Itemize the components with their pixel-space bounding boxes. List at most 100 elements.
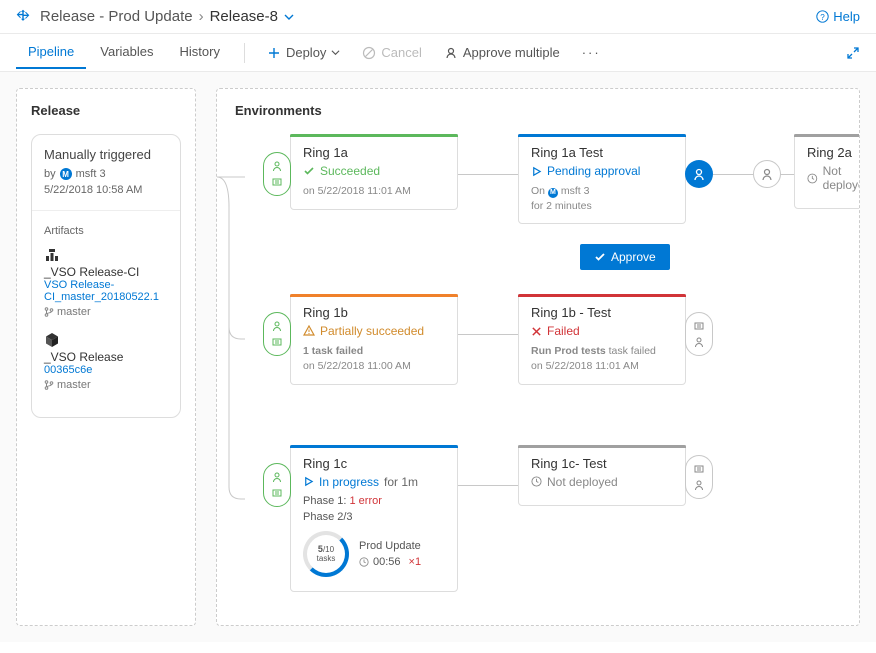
release-section-title: Release bbox=[31, 103, 181, 118]
svg-text:?: ? bbox=[820, 13, 825, 22]
meta-task-name: Run Prod tests bbox=[531, 345, 606, 357]
stage-name: Ring 1b - Test bbox=[531, 305, 673, 320]
post-deploy-badge[interactable] bbox=[685, 455, 713, 499]
stage-topbar bbox=[290, 445, 458, 448]
approver-badge[interactable] bbox=[685, 160, 713, 188]
tab-variables[interactable]: Variables bbox=[88, 36, 165, 69]
play-icon bbox=[303, 476, 314, 487]
pre-deploy-badge[interactable] bbox=[263, 463, 291, 507]
stage-name: Ring 1a Test bbox=[531, 145, 673, 160]
approve-multiple-button[interactable]: Approve multiple bbox=[434, 41, 570, 64]
stage-ring1b[interactable]: Ring 1b Partially succeeded 1 task faile… bbox=[290, 294, 458, 384]
artifact-link[interactable]: VSO Release-CI_master_20180522.1 bbox=[44, 279, 168, 303]
stage-topbar bbox=[518, 294, 686, 297]
environment-rows: Ring 1a Succeeded on 5/22/2018 11:01 AM … bbox=[235, 134, 859, 592]
post-deploy-badge[interactable] bbox=[685, 312, 713, 356]
artifact-item[interactable]: _VSO Release-CI VSO Release-CI_master_20… bbox=[44, 247, 168, 318]
approve-button[interactable]: Approve bbox=[580, 244, 670, 270]
approver-badge[interactable] bbox=[753, 160, 781, 188]
prod-update-row: 5/10 tasks Prod Update 00:56 ×1 bbox=[303, 531, 445, 577]
warning-icon bbox=[303, 325, 315, 337]
artifact-item[interactable]: _VSO Release 00365c6e master bbox=[44, 332, 168, 391]
main-content: Release Manually triggered by M msft 3 5… bbox=[0, 72, 876, 642]
stage-status: In progress for 1m bbox=[303, 475, 445, 489]
progress-unit: tasks bbox=[317, 554, 336, 563]
person-icon bbox=[760, 167, 774, 181]
person-icon bbox=[271, 471, 283, 483]
gate-icon bbox=[271, 336, 283, 348]
stage-status: Not deployed bbox=[531, 475, 673, 489]
progress-total: /10 bbox=[323, 545, 334, 554]
stage-status: Not deployed bbox=[807, 164, 860, 192]
pre-deploy-badge[interactable] bbox=[263, 312, 291, 356]
environments-panel: Environments Ring 1a bbox=[216, 88, 860, 626]
trigger-title: Manually triggered bbox=[44, 147, 168, 162]
connector bbox=[458, 334, 518, 335]
stage-group: Ring 1a Succeeded on 5/22/2018 11:01 AM bbox=[263, 134, 458, 210]
trigger-card[interactable]: Manually triggered by M msft 3 5/22/2018… bbox=[31, 134, 181, 418]
stage-status: Pending approval bbox=[531, 164, 673, 178]
tab-pipeline[interactable]: Pipeline bbox=[16, 36, 86, 69]
environment-row: Ring 1b Partially succeeded 1 task faile… bbox=[263, 294, 859, 384]
stage-ring1a-test[interactable]: Ring 1a Test Pending approval On M msft … bbox=[518, 134, 686, 224]
deploy-button[interactable]: Deploy bbox=[257, 41, 350, 64]
stage-group: Ring 1c- Test Not deployed bbox=[518, 445, 713, 506]
clock-icon bbox=[359, 557, 369, 567]
artifacts-title: Artifacts bbox=[44, 225, 168, 237]
tab-history[interactable]: History bbox=[168, 36, 232, 69]
artifact-name: _VSO Release bbox=[44, 350, 168, 364]
stage-group: Ring 2a Not deployed bbox=[753, 134, 860, 209]
stage-meta: on 5/22/2018 11:01 AM bbox=[303, 184, 445, 199]
stage-meta: Run Prod tests task failed on 5/22/2018 … bbox=[531, 344, 673, 373]
gate-icon bbox=[271, 176, 283, 188]
meta-prefix: On bbox=[531, 185, 545, 197]
breadcrumb-root[interactable]: Release - Prod Update bbox=[40, 8, 193, 25]
meta-task-failed: 1 task failed bbox=[303, 345, 363, 357]
person-icon bbox=[693, 479, 705, 491]
person-icon bbox=[271, 160, 283, 172]
cancel-label: Cancel bbox=[381, 45, 421, 60]
toolbar: Pipeline Variables History Deploy Cancel… bbox=[0, 34, 876, 72]
stage-topbar bbox=[290, 134, 458, 137]
stage-ring2a[interactable]: Ring 2a Not deployed bbox=[794, 134, 860, 209]
stage-ring1c-test[interactable]: Ring 1c- Test Not deployed bbox=[518, 445, 686, 506]
status-label: Pending approval bbox=[547, 164, 640, 178]
help-label: Help bbox=[833, 9, 860, 24]
gate-icon bbox=[693, 320, 705, 332]
artifact-branch: master bbox=[44, 306, 168, 318]
approve-multiple-label: Approve multiple bbox=[463, 45, 560, 60]
divider bbox=[32, 210, 180, 211]
fail-count: 1 bbox=[415, 556, 421, 568]
breadcrumb-separator: › bbox=[199, 8, 204, 25]
stage-topbar bbox=[518, 134, 686, 137]
stage-ring1b-test[interactable]: Ring 1b - Test Failed Run Prod tests tas… bbox=[518, 294, 686, 384]
stage-group: Ring 1a Test Pending approval On M msft … bbox=[518, 134, 713, 224]
trigger-time: 5/22/2018 10:58 AM bbox=[44, 184, 168, 196]
pre-deploy-badge[interactable] bbox=[263, 152, 291, 196]
stage-status: Failed bbox=[531, 324, 673, 338]
breadcrumb-current[interactable]: Release-8 bbox=[210, 8, 278, 25]
stage-status: Partially succeeded bbox=[303, 324, 445, 338]
stage-name: Ring 1a bbox=[303, 145, 445, 160]
stage-group: Ring 1b - Test Failed Run Prod tests tas… bbox=[518, 294, 713, 384]
play-icon bbox=[531, 166, 542, 177]
meta-duration: for 2 minutes bbox=[531, 200, 592, 212]
stage-ring1a[interactable]: Ring 1a Succeeded on 5/22/2018 11:01 AM bbox=[290, 134, 458, 210]
help-link[interactable]: ? Help bbox=[816, 9, 860, 24]
trigger-by-label: by bbox=[44, 168, 56, 180]
more-button[interactable]: ··· bbox=[572, 41, 611, 64]
expand-button[interactable] bbox=[846, 46, 860, 60]
phase-label: Phase 1: bbox=[303, 495, 346, 507]
artifact-link[interactable]: 00365c6e bbox=[44, 364, 168, 376]
check-icon bbox=[303, 165, 315, 177]
chevron-down-icon[interactable] bbox=[284, 12, 294, 22]
build-icon bbox=[44, 247, 168, 263]
meta-task-suffix: task failed bbox=[609, 345, 656, 357]
trigger-user: msft 3 bbox=[76, 168, 106, 180]
deploy-label: Deploy bbox=[286, 45, 326, 60]
gate-icon bbox=[693, 463, 705, 475]
meta-timestamp: on 5/22/2018 11:01 AM bbox=[531, 360, 639, 372]
connector bbox=[458, 174, 518, 175]
stage-ring1c[interactable]: Ring 1c In progress for 1m Phase 1: 1 er… bbox=[290, 445, 458, 592]
stage-topbar bbox=[794, 134, 860, 137]
